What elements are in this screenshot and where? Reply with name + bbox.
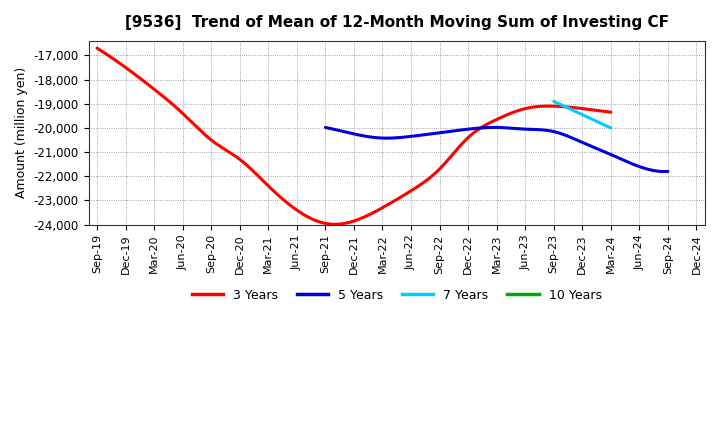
Line: 5 Years: 5 Years — [325, 128, 668, 172]
3 Years — [560, 104, 569, 110]
5 Years — [633, 163, 642, 169]
7 Years — [549, 99, 558, 104]
7 Years — [578, 112, 587, 117]
3 Years — [330, 222, 338, 227]
Y-axis label: Amount (million yen): Amount (million yen) — [15, 67, 28, 198]
5 Years — [321, 125, 330, 130]
3 Years — [528, 105, 536, 110]
3 Years — [399, 193, 408, 198]
5 Years — [526, 127, 535, 132]
3 Years — [94, 47, 103, 52]
3 Years — [409, 187, 418, 192]
5 Years — [664, 169, 672, 174]
5 Years — [323, 125, 331, 130]
5 Years — [611, 154, 619, 159]
5 Years — [532, 127, 541, 132]
3 Years — [400, 192, 409, 198]
5 Years — [525, 127, 534, 132]
Line: 3 Years: 3 Years — [97, 48, 611, 224]
5 Years — [660, 169, 669, 174]
3 Years — [606, 110, 615, 115]
7 Years — [606, 125, 615, 131]
3 Years — [93, 45, 102, 51]
5 Years — [490, 125, 498, 130]
Line: 7 Years: 7 Years — [554, 101, 611, 128]
Legend: 3 Years, 5 Years, 7 Years, 10 Years: 3 Years, 5 Years, 7 Years, 10 Years — [187, 283, 606, 307]
Title: [9536]  Trend of Mean of 12-Month Moving Sum of Investing CF: [9536] Trend of Mean of 12-Month Moving … — [125, 15, 669, 30]
